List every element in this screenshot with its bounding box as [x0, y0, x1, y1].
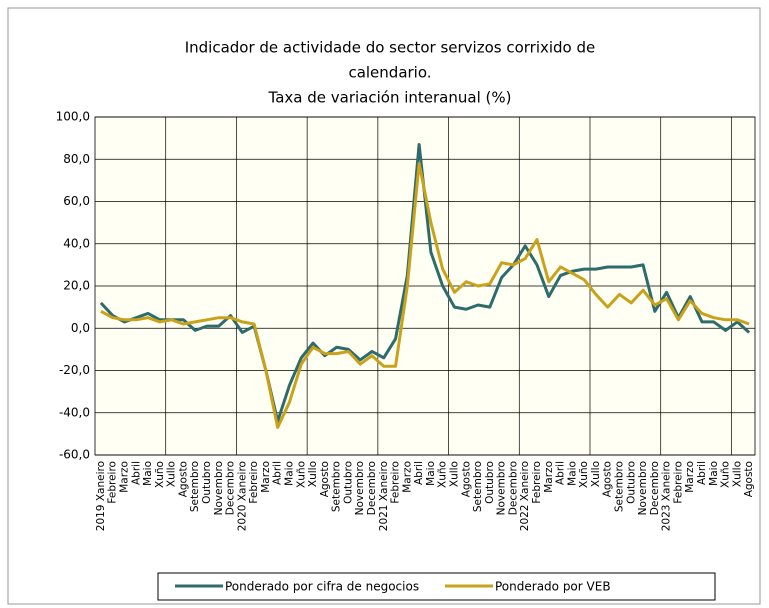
y-tick-label: 80,0	[63, 152, 90, 166]
x-tick-label: 2022 Xaneiro	[519, 461, 531, 531]
chart-title: Indicador de actividade do sector serviz…	[185, 39, 596, 57]
y-tick-label: -60,0	[59, 448, 90, 462]
data-line	[100, 161, 750, 430]
x-tick-label: Outubro	[625, 461, 637, 504]
x-tick-label: Xuño	[154, 461, 166, 488]
x-tick-label: Febreiro	[107, 461, 119, 504]
x-tick-label: Maio	[708, 461, 720, 486]
x-tick-label: Abril	[130, 461, 142, 485]
x-tick-label: Decembro	[649, 461, 661, 515]
x-tick-label: Xullo	[166, 461, 178, 487]
x-tick-label: Abril	[272, 461, 284, 485]
x-tick-label: Agosto	[177, 461, 189, 497]
plot-border	[94, 116, 756, 456]
chart-title: Taxa de variación interanual (%)	[268, 89, 512, 107]
x-tick-label: Decembro	[507, 461, 519, 515]
x-tick-label: Abril	[696, 461, 708, 485]
x-tick-label: Outubro	[342, 461, 354, 504]
x-tick-label: Decembro	[366, 461, 378, 515]
x-tick-label: Xuño	[720, 461, 732, 488]
x-tick-label: Agosto	[602, 461, 614, 497]
legend-label: Ponderado por cifra de negocios	[225, 580, 419, 594]
x-tick-label: Novembro	[496, 461, 508, 515]
y-tick-label: 60,0	[63, 194, 90, 208]
y-tick-label: 40,0	[63, 236, 90, 250]
x-tick-label: Marzo	[260, 461, 272, 493]
x-tick-label: Abril	[555, 461, 567, 485]
x-tick-label: Setembro	[331, 461, 343, 512]
x-tick-label: Novembro	[354, 461, 366, 515]
y-tick-label: -20,0	[59, 363, 90, 377]
x-tick-label: Outubro	[201, 461, 213, 504]
x-tick-label: Xullo	[448, 461, 460, 487]
x-tick-label: Xullo	[307, 461, 319, 487]
x-tick-label: Maio	[283, 461, 295, 486]
x-tick-label: 2021 Xaneiro	[378, 461, 390, 531]
legend-label: Ponderado por VEB	[495, 580, 611, 594]
x-tick-label: Xullo	[590, 461, 602, 487]
x-tick-label: 2019 Xaneiro	[95, 461, 107, 531]
x-tick-label: Novembro	[213, 461, 225, 515]
x-tick-label: Marzo	[401, 461, 413, 493]
x-tick-label: Setembro	[613, 461, 625, 512]
x-tick-label: 2023 Xaneiro	[661, 461, 673, 531]
x-tick-label: Xuño	[295, 461, 307, 488]
x-tick-label: Agosto	[743, 461, 755, 497]
x-tick-label: Outubro	[484, 461, 496, 504]
x-tick-label: Xuño	[437, 461, 449, 488]
y-tick-label: 100,0	[56, 110, 90, 124]
legend	[157, 572, 716, 601]
x-tick-label: Agosto	[319, 461, 331, 497]
chart-title: calendario.	[348, 64, 431, 82]
x-tick-label: Febreiro	[248, 461, 260, 504]
x-tick-label: Maio	[566, 461, 578, 486]
x-tick-label: Maio	[142, 461, 154, 486]
x-tick-label: Maio	[425, 461, 437, 486]
x-tick-label: Febreiro	[531, 461, 543, 504]
x-tick-label: Setembro	[189, 461, 201, 512]
x-tick-label: Agosto	[460, 461, 472, 497]
y-tick-label: -40,0	[59, 405, 90, 419]
x-tick-label: Xuño	[578, 461, 590, 488]
x-tick-label: Marzo	[684, 461, 696, 493]
x-tick-label: Abril	[413, 461, 425, 485]
x-tick-label: 2020 Xaneiro	[236, 461, 248, 531]
x-tick-label: Novembro	[637, 461, 649, 515]
x-tick-label: Decembro	[225, 461, 237, 515]
x-tick-label: Setembro	[472, 461, 484, 512]
x-tick-label: Xullo	[731, 461, 743, 487]
x-tick-label: Febreiro	[672, 461, 684, 504]
x-tick-label: Marzo	[118, 461, 130, 493]
x-tick-label: Febreiro	[390, 461, 402, 504]
x-tick-label: Marzo	[543, 461, 555, 493]
y-tick-label: 20,0	[63, 279, 90, 293]
y-tick-label: 0,0	[71, 321, 90, 335]
